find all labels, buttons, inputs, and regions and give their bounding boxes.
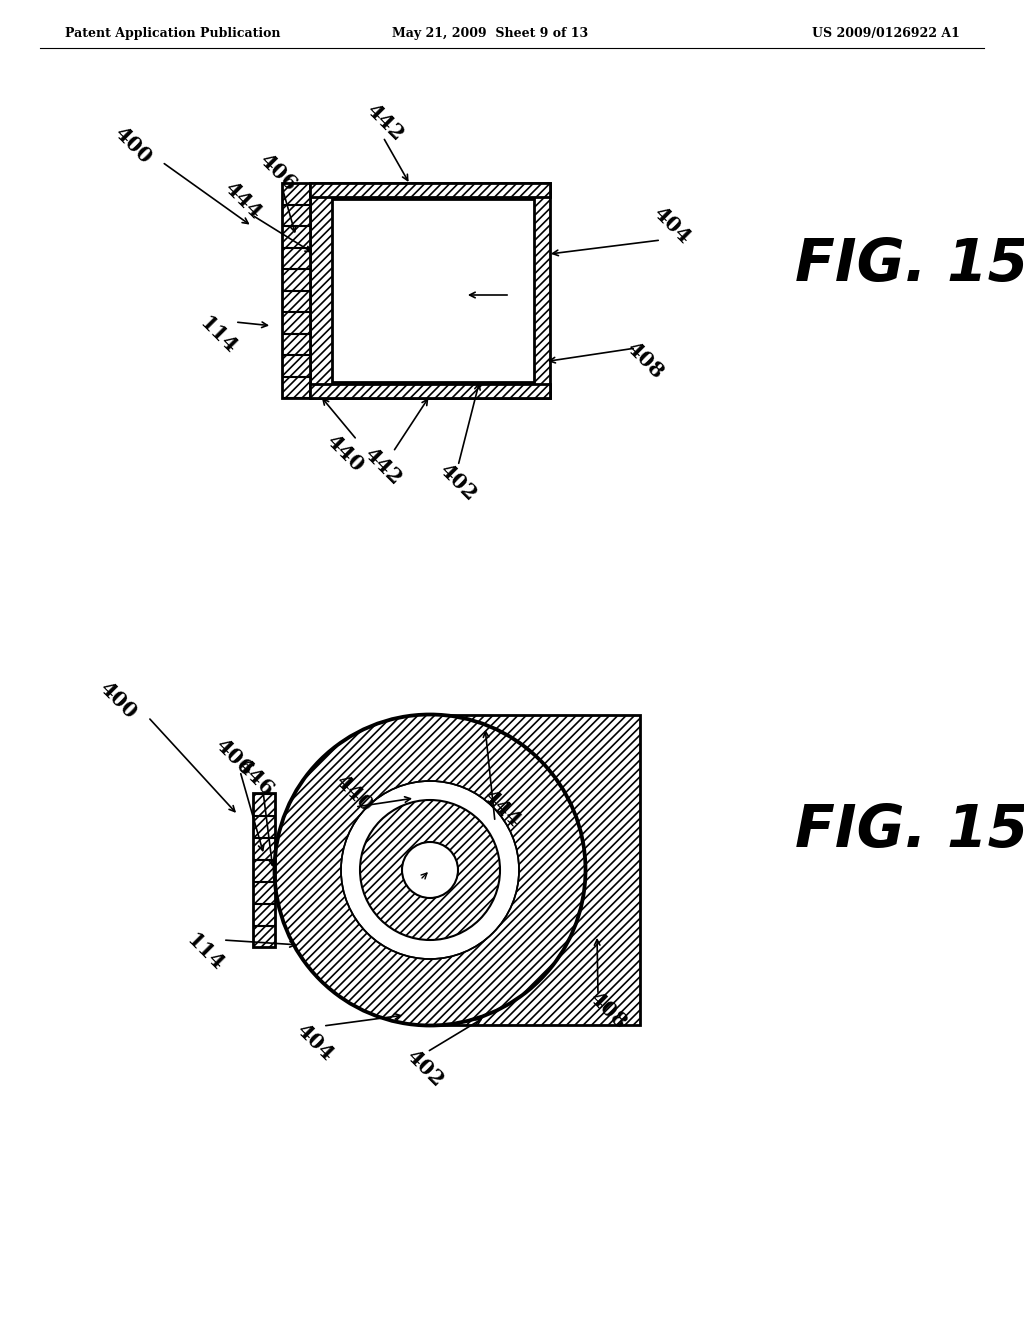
Text: 446: 446 bbox=[232, 755, 278, 800]
Text: 114: 114 bbox=[196, 313, 241, 358]
Bar bbox=[253, 882, 275, 903]
Text: 408: 408 bbox=[586, 987, 631, 1032]
Bar bbox=[310, 384, 550, 397]
Text: 444: 444 bbox=[479, 785, 524, 830]
Circle shape bbox=[360, 800, 500, 940]
Text: 114: 114 bbox=[182, 929, 227, 974]
Bar bbox=[253, 793, 275, 814]
Bar bbox=[253, 859, 275, 880]
Text: 440: 440 bbox=[323, 430, 368, 475]
Bar bbox=[420, 715, 640, 1026]
Bar bbox=[332, 198, 534, 381]
Bar bbox=[282, 248, 310, 268]
Bar bbox=[282, 376, 310, 397]
Text: FIG. 15A: FIG. 15A bbox=[795, 801, 1024, 858]
Text: Patent Application Publication: Patent Application Publication bbox=[65, 26, 281, 40]
Bar bbox=[282, 334, 310, 354]
Text: FIG. 15B: FIG. 15B bbox=[795, 236, 1024, 293]
Bar bbox=[253, 837, 275, 858]
Text: 442: 442 bbox=[360, 444, 406, 488]
Text: 406: 406 bbox=[255, 149, 300, 194]
Text: 404: 404 bbox=[649, 202, 694, 248]
Text: 400: 400 bbox=[111, 123, 156, 168]
Bar bbox=[282, 312, 310, 333]
Bar bbox=[253, 903, 275, 924]
Bar bbox=[253, 925, 275, 946]
Bar bbox=[282, 183, 310, 203]
Text: 440: 440 bbox=[332, 771, 377, 816]
Bar bbox=[282, 269, 310, 289]
Text: 404: 404 bbox=[293, 1019, 338, 1064]
Text: 402: 402 bbox=[435, 459, 480, 504]
Circle shape bbox=[275, 715, 585, 1026]
Text: 442: 442 bbox=[362, 99, 408, 145]
Text: 444: 444 bbox=[220, 177, 265, 223]
Bar bbox=[310, 182, 550, 197]
Bar bbox=[282, 226, 310, 247]
Text: 402: 402 bbox=[402, 1045, 447, 1090]
Bar bbox=[282, 290, 310, 312]
Circle shape bbox=[402, 842, 458, 898]
Bar bbox=[282, 205, 310, 224]
Text: US 2009/0126922 A1: US 2009/0126922 A1 bbox=[812, 26, 961, 40]
Text: 408: 408 bbox=[623, 338, 668, 383]
Bar bbox=[310, 182, 550, 397]
Bar bbox=[282, 355, 310, 375]
Bar bbox=[253, 793, 275, 946]
Circle shape bbox=[341, 781, 519, 960]
Text: 400: 400 bbox=[95, 677, 140, 722]
Bar bbox=[282, 182, 310, 397]
Text: May 21, 2009  Sheet 9 of 13: May 21, 2009 Sheet 9 of 13 bbox=[392, 26, 588, 40]
Text: 406: 406 bbox=[212, 734, 257, 780]
Bar bbox=[253, 816, 275, 837]
